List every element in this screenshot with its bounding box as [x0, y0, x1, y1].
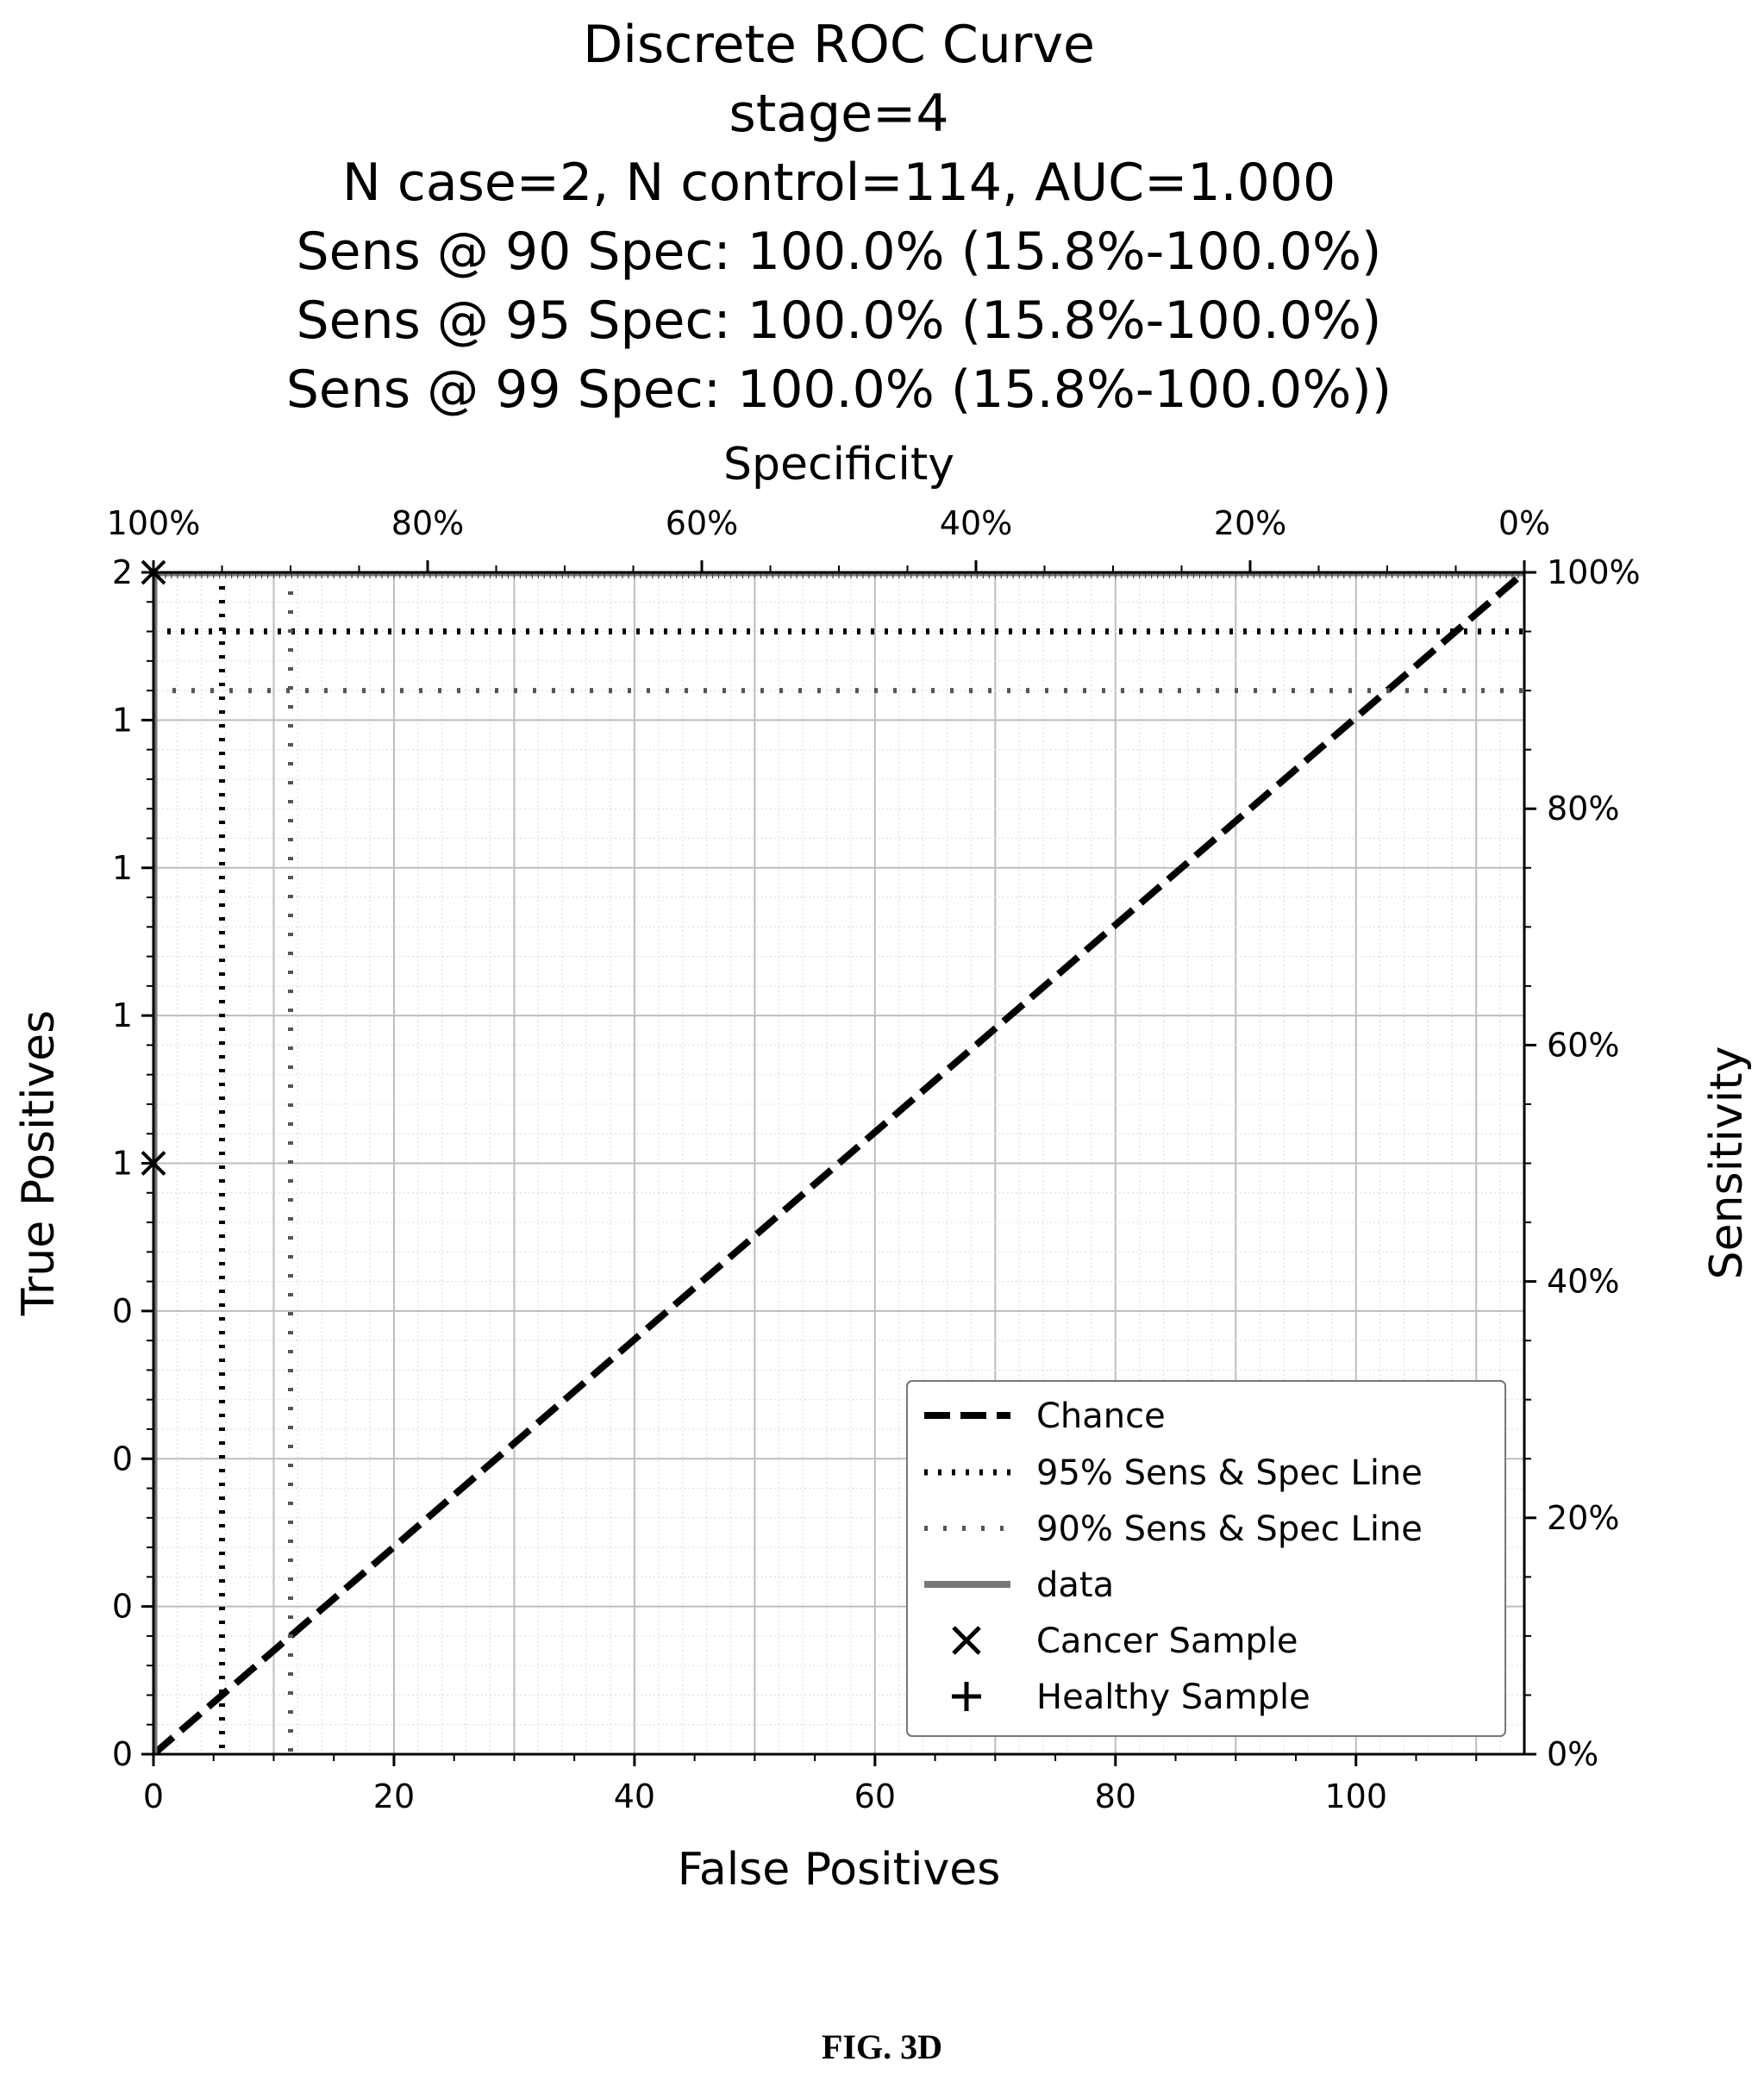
title-line-4: Sens @ 90 Spec: 100.0% (15.8%-100.0%) — [297, 222, 1382, 282]
top-tick-label: 0% — [1498, 504, 1550, 542]
right-tick-label: 40% — [1547, 1263, 1619, 1301]
legend-90-label: 90% Sens & Spec Line — [1036, 1509, 1423, 1549]
top-tick-label: 80% — [391, 504, 464, 542]
top-tick-label: 100% — [107, 504, 201, 542]
x-tick-label: 0 — [143, 1777, 164, 1815]
legend-cancer-label: Cancer Sample — [1036, 1621, 1298, 1661]
title-line-2: stage=4 — [729, 84, 949, 144]
legend-item-cancer: Cancer Sample — [952, 1621, 1298, 1661]
legend-healthy-label: Healthy Sample — [1036, 1677, 1310, 1717]
right-tick-label: 0% — [1547, 1735, 1598, 1773]
y-tick-label: 1 — [112, 1145, 133, 1183]
top-x-axis-title: Specificity — [723, 439, 954, 490]
title-line-6: Sens @ 99 Spec: 100.0% (15.8%-100.0%)) — [286, 359, 1392, 420]
x-tick-label: 80 — [1095, 1777, 1136, 1815]
figure-caption: FIG. 3D — [822, 2027, 942, 2066]
y-axis-title: True Positives — [13, 1010, 65, 1317]
right-tick-label: 60% — [1547, 1026, 1619, 1064]
legend-95-label: 95% Sens & Spec Line — [1036, 1453, 1423, 1493]
title-line-5: Sens @ 95 Spec: 100.0% (15.8%-100.0%) — [297, 290, 1382, 351]
right-tick-label: 80% — [1547, 790, 1619, 828]
top-tick-label: 60% — [666, 504, 738, 542]
right-tick-label: 100% — [1547, 553, 1641, 591]
y-tick-label: 0 — [112, 1588, 133, 1626]
y-tick-label: 0 — [112, 1735, 133, 1773]
y-tick-label: 0 — [112, 1440, 133, 1477]
legend-item-chance: Chance — [924, 1396, 1166, 1436]
right-y-axis-title: Sensitivity — [1701, 1046, 1753, 1280]
x-axis-title: False Positives — [678, 1844, 1001, 1896]
title-line-1: Discrete ROC Curve — [583, 15, 1095, 75]
legend-data-label: data — [1036, 1565, 1114, 1605]
series — [153, 572, 1524, 1754]
legend-cancer-x-icon — [952, 1626, 981, 1655]
y-tick-label: 0 — [112, 1292, 133, 1330]
legend-chance-label: Chance — [1036, 1396, 1166, 1436]
y-tick-label: 1 — [112, 996, 133, 1034]
x-tick-label: 100 — [1324, 1777, 1387, 1815]
x-tick-label: 40 — [614, 1777, 655, 1815]
y-tick-label: 1 — [112, 701, 133, 739]
x-tick-label: 20 — [373, 1777, 415, 1815]
x-tick-label: 60 — [854, 1777, 896, 1815]
legend-item-data: data — [924, 1565, 1114, 1605]
title-line-3: N case=2, N control=114, AUC=1.000 — [342, 153, 1336, 213]
legend-frame — [906, 1380, 1506, 1737]
legend-item-healthy: Healthy Sample — [952, 1677, 1310, 1717]
right-tick-label: 20% — [1547, 1499, 1619, 1537]
top-tick-label: 20% — [1214, 504, 1286, 542]
top-tick-label: 40% — [940, 504, 1012, 542]
y-tick-label: 2 — [112, 553, 133, 591]
legend-healthy-plus-icon — [952, 1682, 981, 1711]
legend: Chance 95% Sens & Spec Line 90% Sens & S… — [906, 1380, 1506, 1737]
chart-title: Discrete ROC Curve stage=4 N case=2, N c… — [286, 15, 1392, 420]
legend-item-90-line: 90% Sens & Spec Line — [924, 1509, 1423, 1549]
grid — [153, 572, 1525, 1755]
y-tick-label: 1 — [112, 849, 133, 887]
chance-line — [153, 572, 1524, 1754]
legend-item-95-line: 95% Sens & Spec Line — [924, 1453, 1423, 1493]
